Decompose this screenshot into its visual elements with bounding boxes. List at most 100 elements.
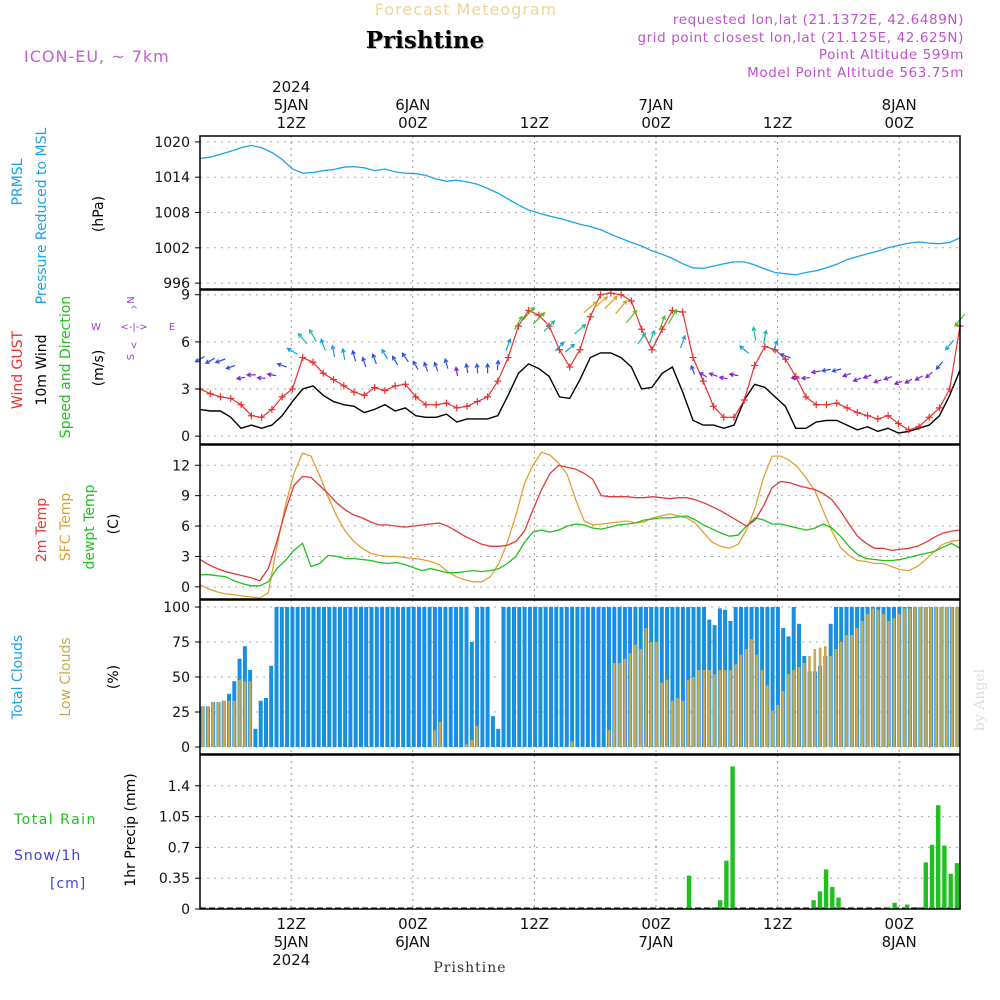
low-cloud-bar <box>924 607 927 747</box>
rain-bar <box>811 900 816 909</box>
bottom-time-label: 00Z <box>641 915 670 933</box>
wind-direction-arrow <box>371 353 377 365</box>
top-time-label: 2024 <box>272 78 310 96</box>
point-altitude: Point Altitude 599m <box>819 47 964 63</box>
gust-marker <box>463 402 471 410</box>
gust-marker <box>751 361 759 369</box>
low-cloud-bar <box>861 621 864 747</box>
wind-direction-arrow <box>543 320 556 332</box>
clouds-ytick-label: 100 <box>163 600 190 616</box>
wind-speed-line <box>199 352 961 434</box>
wind-labels: Wind GUST 10m Wind Speed and Direction (… <box>10 296 175 438</box>
low-cloud-bar <box>744 649 748 747</box>
total-cloud-bar <box>279 607 284 747</box>
low-cloud-bar <box>871 608 875 747</box>
gust-marker <box>730 413 738 421</box>
gust-marker <box>689 354 697 362</box>
gust-marker <box>432 401 440 409</box>
gust-marker <box>720 413 728 421</box>
wind-direction-arrow <box>391 355 399 366</box>
temp-label-2m: 2m Temp <box>34 498 50 562</box>
wind-direction-arrow <box>779 353 791 359</box>
sfc-temp-line <box>199 451 961 599</box>
low-cloud-bar <box>945 607 948 747</box>
wind-direction-arrow <box>708 372 718 377</box>
wind-direction-arrow <box>810 369 821 375</box>
rain-bar <box>948 873 953 909</box>
total-cloud-bar <box>401 607 406 747</box>
wind-direction-arrow <box>443 357 449 369</box>
wind-direction-arrow <box>738 345 750 354</box>
gust-marker <box>864 412 872 420</box>
gust-marker <box>710 402 718 410</box>
total-cloud-bar <box>591 607 596 747</box>
low-cloud-bar <box>723 670 727 747</box>
pressure-label-prmsl: PRMSL <box>10 158 26 205</box>
total-cloud-bar <box>607 607 611 747</box>
gust-marker <box>473 398 481 406</box>
total-cloud-bar <box>559 607 564 747</box>
total-cloud-bar <box>549 607 553 747</box>
pressure-ytick-label: 996 <box>163 276 190 292</box>
total-cloud-bar <box>343 607 348 747</box>
total-cloud-bar <box>406 607 411 747</box>
low-cloud-bar <box>644 628 648 747</box>
low-cloud-bar <box>802 663 806 747</box>
gust-marker <box>843 404 851 412</box>
low-cloud-bar <box>866 614 869 747</box>
wind-direction-arrow <box>495 359 501 371</box>
bottom-time-label: 12Z <box>277 915 306 933</box>
precip-labels: Total Rain Snow/1h [cm] 1hr Precip (mm) <box>13 773 139 892</box>
wind-panel-frame <box>199 289 961 445</box>
low-cloud-bar <box>618 663 621 747</box>
gust-marker <box>309 358 317 366</box>
wind-direction-arrow <box>266 372 277 378</box>
top-time-label: 00Z <box>641 114 670 132</box>
low-cloud-bar <box>845 635 848 747</box>
low-cloud-bar <box>217 702 220 747</box>
low-cloud-bar <box>750 639 753 747</box>
gust-marker <box>679 308 687 316</box>
temp-2m-line <box>199 464 961 582</box>
gust-marker <box>802 393 810 401</box>
total-cloud-bar <box>395 607 400 747</box>
low-cloud-bar <box>470 740 473 747</box>
total-cloud-bar <box>585 607 590 747</box>
total-cloud-bar <box>264 698 268 747</box>
low-cloud-bar <box>475 726 479 747</box>
compass-w: W <box>91 322 101 333</box>
temp-ytick-label: 6 <box>181 519 190 535</box>
total-cloud-bar <box>327 607 332 747</box>
wind-gust-line <box>199 292 961 431</box>
total-cloud-bar <box>564 607 569 747</box>
wind-direction-arrow <box>944 339 955 351</box>
gust-marker <box>217 393 225 401</box>
total-cloud-bar <box>359 607 363 747</box>
wind-label-gust: Wind GUST <box>10 330 26 409</box>
gust-marker <box>494 377 502 385</box>
gust-marker <box>812 401 820 409</box>
total-cloud-bar <box>675 607 680 747</box>
total-cloud-bar <box>601 607 606 747</box>
total-cloud-bar <box>665 607 670 747</box>
wind-direction-arrow <box>841 372 852 378</box>
wind-direction-arrow <box>361 356 367 368</box>
pressure-unit: (hPa) <box>91 196 107 232</box>
rain-bar <box>936 805 941 909</box>
total-cloud-bar <box>680 607 685 747</box>
compass-up: ^ <box>130 305 138 316</box>
wind-direction-arrow <box>883 375 893 381</box>
credit: by Angel <box>972 668 988 731</box>
total-cloud-bar <box>427 607 432 747</box>
wind-direction-arrow <box>522 306 535 321</box>
gust-marker <box>258 413 266 421</box>
low-cloud-bar <box>940 607 943 747</box>
gust-marker <box>484 393 492 401</box>
rain-bar <box>954 863 960 909</box>
wind-direction-arrow <box>728 372 739 378</box>
low-cloud-bar <box>824 646 827 747</box>
low-cloud-bar <box>248 681 252 747</box>
wind-direction-arrow <box>297 332 308 345</box>
wind-direction-arrow <box>464 362 470 374</box>
model-altitude: Model Point Altitude 563.75m <box>747 65 964 81</box>
